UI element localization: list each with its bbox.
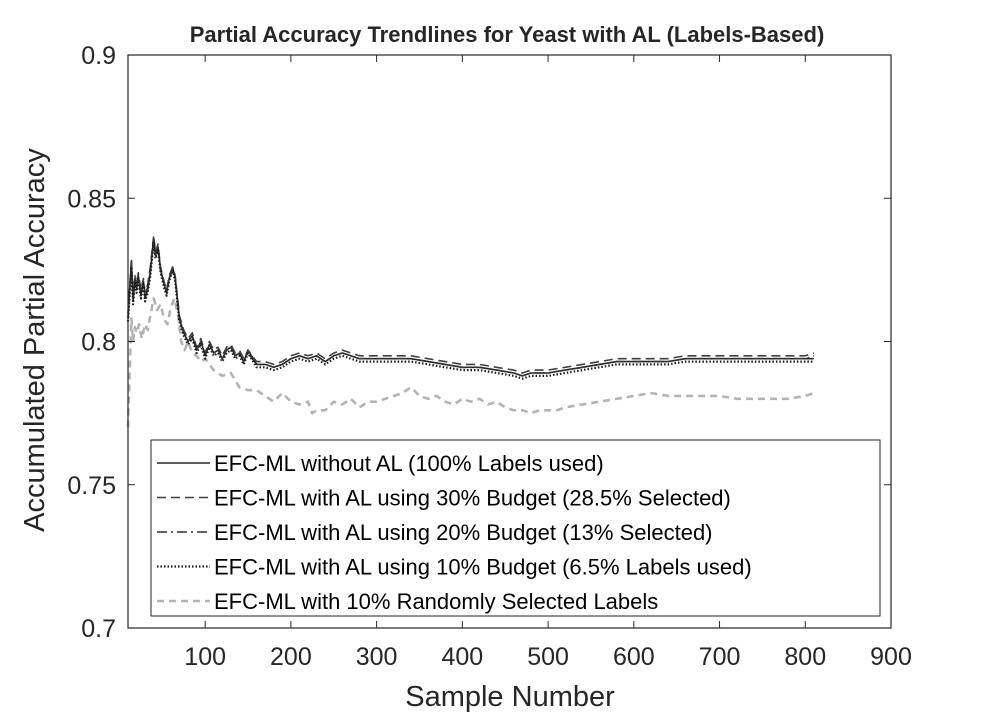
x-tick-label: 700 — [699, 643, 741, 671]
legend-label-4: EFC-ML with AL using 10% Budget (6.5% La… — [214, 555, 752, 580]
ticks-layer: 100 200 300 400 500 600 700 800 900 0.7 0.75 0.8 0.8… — [67, 42, 912, 671]
y-tick-label: 0.8 — [81, 329, 116, 357]
legend-label-2: EFC-ML with AL using 30% Budget (28.5% S… — [214, 486, 731, 511]
series-line-4 — [126, 240, 814, 380]
x-axis-label: Sample Number — [405, 681, 615, 713]
x-tick-label: 900 — [870, 643, 912, 671]
legend-label-1: EFC-ML without AL (100% Labels used) — [214, 451, 604, 476]
x-tick-label: 200 — [270, 643, 312, 671]
series-line-2 — [127, 234, 815, 374]
series-layer — [126, 234, 815, 428]
x-tick-label: 600 — [613, 643, 655, 671]
y-tick-label: 0.85 — [67, 185, 116, 213]
legend-label-3: EFC-ML with AL using 20% Budget (13% Sel… — [214, 520, 713, 545]
x-tick-label: 500 — [527, 643, 569, 671]
y-tick-label: 0.75 — [67, 472, 116, 500]
x-tick-label: 400 — [441, 643, 483, 671]
y-tick-label: 0.7 — [81, 615, 116, 643]
y-tick-label: 0.9 — [81, 42, 116, 70]
series-line-3 — [127, 237, 815, 377]
legend: EFC-ML without AL (100% Labels used) EFC-… — [150, 439, 881, 617]
series-line-5 — [126, 297, 815, 428]
x-tick-label: 300 — [356, 643, 398, 671]
x-tick-label: 800 — [784, 643, 826, 671]
x-tick-label: 100 — [184, 643, 226, 671]
chart-title: Partial Accuracy Trendlines for Yeast wi… — [190, 22, 825, 47]
legend-label-5: EFC-ML with 10% Randomly Selected Labels — [214, 589, 658, 614]
legend-box — [150, 439, 881, 617]
y-axis-label: Accumulated Partial Accuracy — [19, 148, 51, 532]
